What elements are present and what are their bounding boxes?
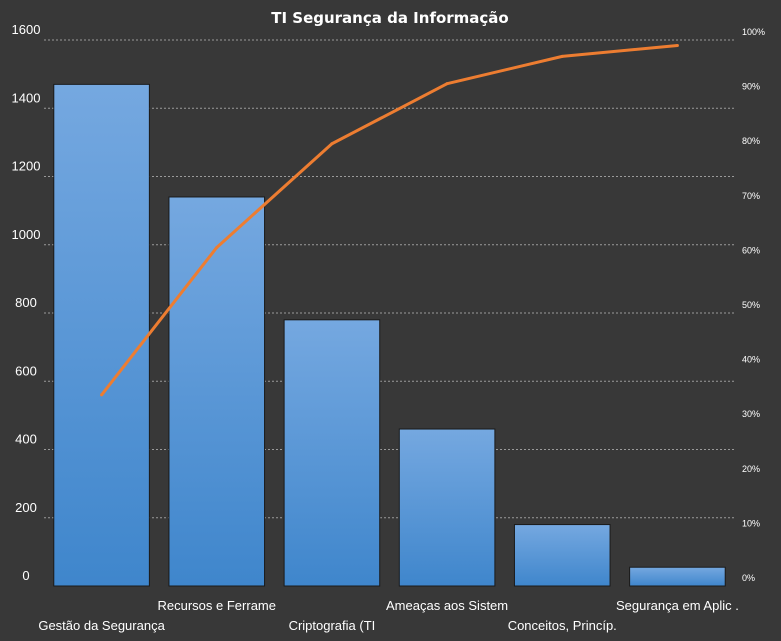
left-tick-label: 400 — [15, 432, 37, 447]
line-point — [675, 43, 679, 47]
line-point — [215, 245, 219, 249]
left-tick-label: 1200 — [12, 159, 41, 174]
left-tick-label: 200 — [15, 500, 37, 515]
bar — [53, 83, 150, 587]
left-tick-label: 600 — [15, 363, 37, 378]
category-label: Gestão da Segurança — [38, 618, 165, 633]
cumulative-line-series — [100, 43, 679, 397]
right-tick-label: 80% — [742, 136, 760, 146]
bar — [283, 319, 381, 587]
category-label: Segurança em Aplic . — [616, 598, 739, 613]
right-tick-label: 20% — [742, 464, 760, 474]
category-axis-labels: Gestão da Segurança Recursos e Ferrame Cri… — [38, 598, 739, 633]
left-tick-label: 1400 — [12, 90, 41, 105]
category-label: Ameaças aos Sistem — [386, 598, 508, 613]
left-tick-label: 1600 — [12, 22, 41, 37]
line-point — [100, 393, 104, 397]
right-tick-label: 70% — [742, 191, 760, 201]
category-label: Criptografia (TI — [289, 618, 376, 633]
left-tick-label: 0 — [22, 568, 29, 583]
right-tick-label: 10% — [742, 518, 760, 528]
right-axis-ticks: 0% 10% 20% 30% 40% 50% 60% 70% 80% 90% 100% — [742, 27, 765, 583]
category-label: Conceitos, Princíp. — [508, 618, 617, 633]
right-tick-label: 0% — [742, 573, 755, 583]
right-tick-label: 40% — [742, 355, 760, 365]
right-tick-label: 30% — [742, 409, 760, 419]
cumulative-line — [100, 43, 678, 396]
right-tick-label: 100% — [742, 27, 765, 37]
chart-title: TI Segurança da Informação — [271, 9, 509, 27]
bar — [168, 196, 266, 587]
bar — [513, 524, 611, 587]
category-label: Recursos e Ferrame — [158, 598, 276, 613]
bar — [629, 566, 726, 587]
grid-lines — [44, 39, 735, 519]
line-point — [560, 54, 564, 58]
left-axis-ticks: 0 200 400 600 800 1000 1200 1400 1600 — [12, 22, 41, 583]
bar — [398, 428, 496, 587]
bar-series — [53, 83, 726, 587]
left-tick-label: 1000 — [12, 227, 41, 242]
line-point — [330, 142, 334, 146]
right-tick-label: 50% — [742, 300, 760, 310]
line-point — [445, 82, 449, 86]
right-tick-label: 90% — [742, 82, 760, 92]
right-tick-label: 60% — [742, 245, 760, 255]
left-tick-label: 800 — [15, 295, 37, 310]
